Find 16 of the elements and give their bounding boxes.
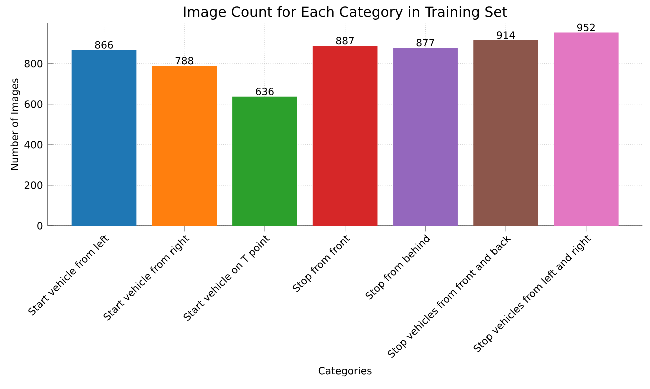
data-label: 952	[577, 24, 595, 32]
bar	[232, 96, 298, 226]
data-label: 887	[336, 37, 354, 45]
y-tick-label: 800	[24, 60, 43, 68]
data-label: 866	[95, 41, 114, 49]
data-label: 877	[416, 39, 434, 47]
y-tick-label: 0	[38, 222, 43, 230]
y-axis-title: Number of Images	[10, 78, 20, 170]
chart-title: Image Count for Each Category in Training Set	[184, 6, 508, 20]
data-label: 788	[176, 57, 194, 65]
data-label: 914	[497, 32, 516, 40]
y-tick-label: 600	[24, 100, 43, 108]
x-axis-title: Categories	[318, 366, 372, 377]
y-tick-label: 200	[24, 182, 43, 190]
y-tick-label: 400	[24, 141, 43, 149]
data-label: 636	[256, 88, 274, 96]
